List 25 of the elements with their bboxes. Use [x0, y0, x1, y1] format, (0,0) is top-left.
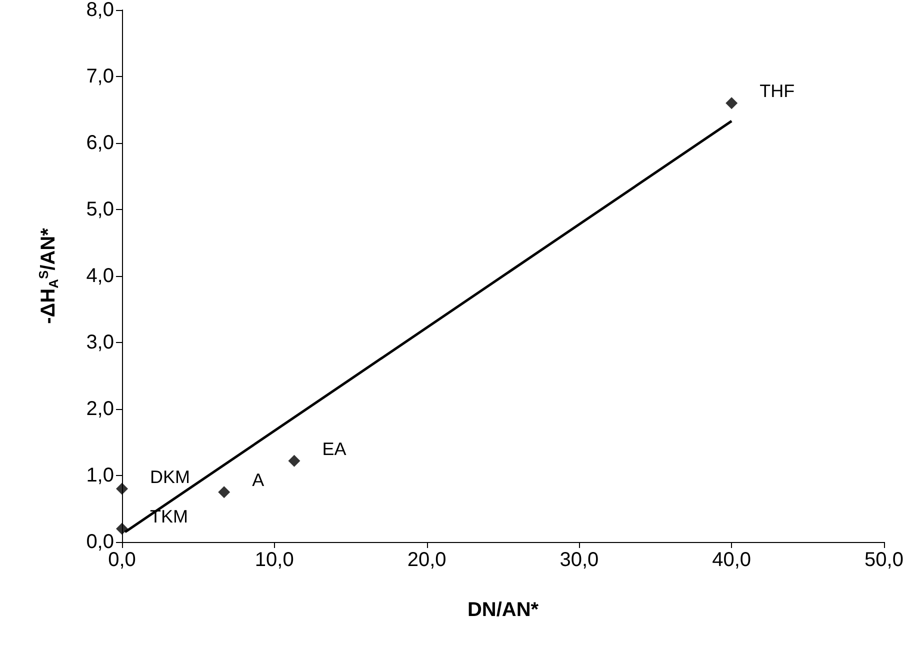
x-tick-label: 10,0 — [254, 549, 294, 571]
y-tick-label: 8,0 — [86, 0, 114, 21]
annotation: TKM — [150, 506, 188, 527]
point — [726, 97, 738, 110]
y-tick-label: 3,0 — [86, 332, 114, 354]
x-tick-label: 50,0 — [864, 549, 904, 571]
annotation: DKM — [150, 466, 190, 487]
y-tick-label: 6,0 — [86, 132, 114, 154]
x-tick-label: 40,0 — [712, 549, 752, 571]
x-axis-title: DN/AN* — [467, 599, 539, 621]
y-tick-label: 4,0 — [86, 265, 114, 287]
point — [116, 482, 128, 495]
y-tick-label: 1,0 — [86, 464, 114, 486]
y-tick-label: 5,0 — [86, 198, 114, 220]
x-tick-label: 30,0 — [560, 549, 599, 571]
point — [116, 522, 128, 535]
point — [288, 454, 300, 467]
annotation: EA — [322, 438, 346, 459]
x-tick-label: 20,0 — [407, 549, 446, 571]
annotation: A — [252, 470, 264, 490]
annotation: THF — [760, 81, 795, 102]
point — [218, 486, 230, 498]
y-tick-label: 7,0 — [86, 66, 114, 88]
y-axis-title: -ΔHAS/AN* — [36, 228, 61, 324]
y-tick-label: 2,0 — [86, 398, 114, 420]
